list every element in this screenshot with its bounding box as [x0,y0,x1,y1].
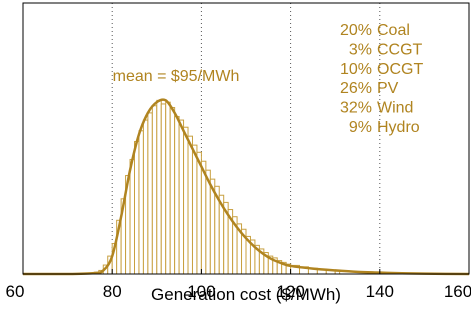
mix-entry-wind: 32% Wind [340,100,413,117]
histogram-bar [160,103,167,275]
histogram-bar [151,105,158,275]
x-tick-label: 80 [103,282,122,301]
mix-entry-pv: 26% PV [340,80,399,97]
histogram-bar [196,151,202,275]
mix-technology: Coal [377,22,410,39]
generation-mix-legend: 20% Coal 3% CCGT 10% OCGT 26% PV 32% Wind 9% Hydro [340,22,423,136]
histogram-bar [178,119,185,275]
histogram-bar [147,112,153,275]
histogram-bar [169,107,176,275]
histogram-bar [138,130,144,275]
mix-technology: PV [377,80,399,97]
histogram-bar [142,119,149,275]
x-tick-label: 100 [187,282,215,301]
histogram-bar [191,144,198,275]
histogram-bar [165,101,171,275]
x-tick-label: 140 [366,282,394,301]
mean-annotation: mean = $95/MWh [113,68,240,85]
histogram-bar [187,135,193,275]
x-tick-label: 120 [276,282,304,301]
histogram-bar [174,115,180,275]
mix-percent: 32% [340,100,372,117]
mix-technology: Wind [377,100,413,117]
mix-entry-coal: 20% Coal [340,22,410,39]
histogram-bar [200,160,207,275]
histogram-bar [156,99,162,275]
mix-percent: 10% [340,61,372,78]
mix-entry-ccgt: 3% CCGT [349,41,423,58]
plot-frame [22,2,470,275]
histogram-bar [183,126,189,275]
mix-technology: CCGT [377,41,423,58]
x-tick-label: 60 [6,282,25,301]
mix-entry-ocgt: 10% OCGT [340,61,423,78]
histogram-bar [134,141,140,275]
x-tick-label: 160 [444,282,471,301]
density-curve [22,98,470,276]
mix-technology: OCGT [377,61,423,78]
x-axis-ticks: 60 80 100 120 140 160 [6,269,471,301]
histogram-bar [129,158,135,275]
mix-percent: 3% [349,41,372,58]
mix-entry-hydro: 9% Hydro [349,119,420,136]
mix-percent: 20% [340,22,372,39]
mix-technology: Hydro [377,119,420,136]
mix-percent: 26% [340,80,372,97]
x-axis-label: Generation cost ($/MWh) [151,285,341,304]
mix-percent: 9% [349,119,372,136]
